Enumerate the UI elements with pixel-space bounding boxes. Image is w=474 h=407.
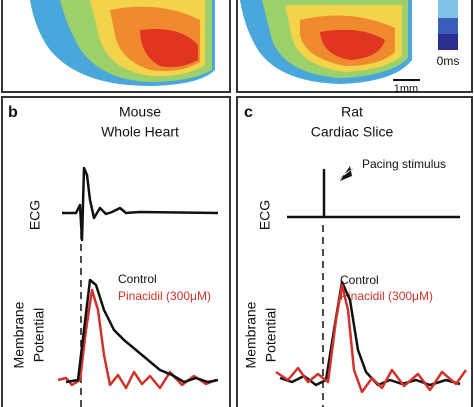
control-trace [279, 280, 461, 387]
panel-title: Rat [341, 104, 363, 120]
panel-letter: c [244, 104, 253, 121]
control-trace [65, 278, 219, 384]
panel-frame [1, 0, 231, 93]
panel-frame [1, 96, 231, 407]
panel-title: Mouse [119, 104, 161, 120]
map-zone [320, 29, 385, 60]
color-bar-label: 0ms [437, 54, 460, 68]
panel-title: Whole Heart [101, 124, 179, 140]
panel-b: b Mouse Whole Heart ECG Membrane Potenti… [1, 96, 231, 407]
panel-frame [236, 96, 473, 407]
pinacidil-trace [275, 283, 468, 394]
axis-label: ECG [27, 200, 43, 230]
panel-letter: b [8, 104, 18, 121]
axis-label: Potential [263, 308, 279, 362]
color-bar [438, 34, 458, 50]
axis-label: ECG [257, 200, 273, 230]
ecg-trace [287, 168, 460, 219]
map-zone [140, 29, 198, 68]
legend-control: Control [118, 272, 157, 286]
annotation: Pacing stimulus [362, 157, 446, 171]
panel-frame [236, 0, 473, 93]
axis-label: Membrane [11, 301, 27, 368]
activation-maps: 0ms 1mm [1, 0, 473, 95]
panel-c: c Rat Cardiac Slice Pacing stimulus ECG … [236, 96, 473, 407]
color-bar [438, 18, 458, 34]
axis-label: Potential [31, 308, 47, 362]
annotation-arrow [338, 166, 354, 181]
legend-pinacidil: Pinacidil (300μM) [118, 289, 211, 303]
legend-pinacidil: Pinacidil (300μM) [340, 289, 433, 303]
legend-control: Control [340, 273, 379, 287]
axis-label: Membrane [243, 301, 259, 368]
pinacidil-trace [57, 288, 217, 390]
color-bar [438, 0, 458, 18]
scale-bar-label: 1mm [394, 83, 418, 95]
ecg-trace [62, 166, 219, 242]
panel-title: Cardiac Slice [311, 124, 394, 140]
